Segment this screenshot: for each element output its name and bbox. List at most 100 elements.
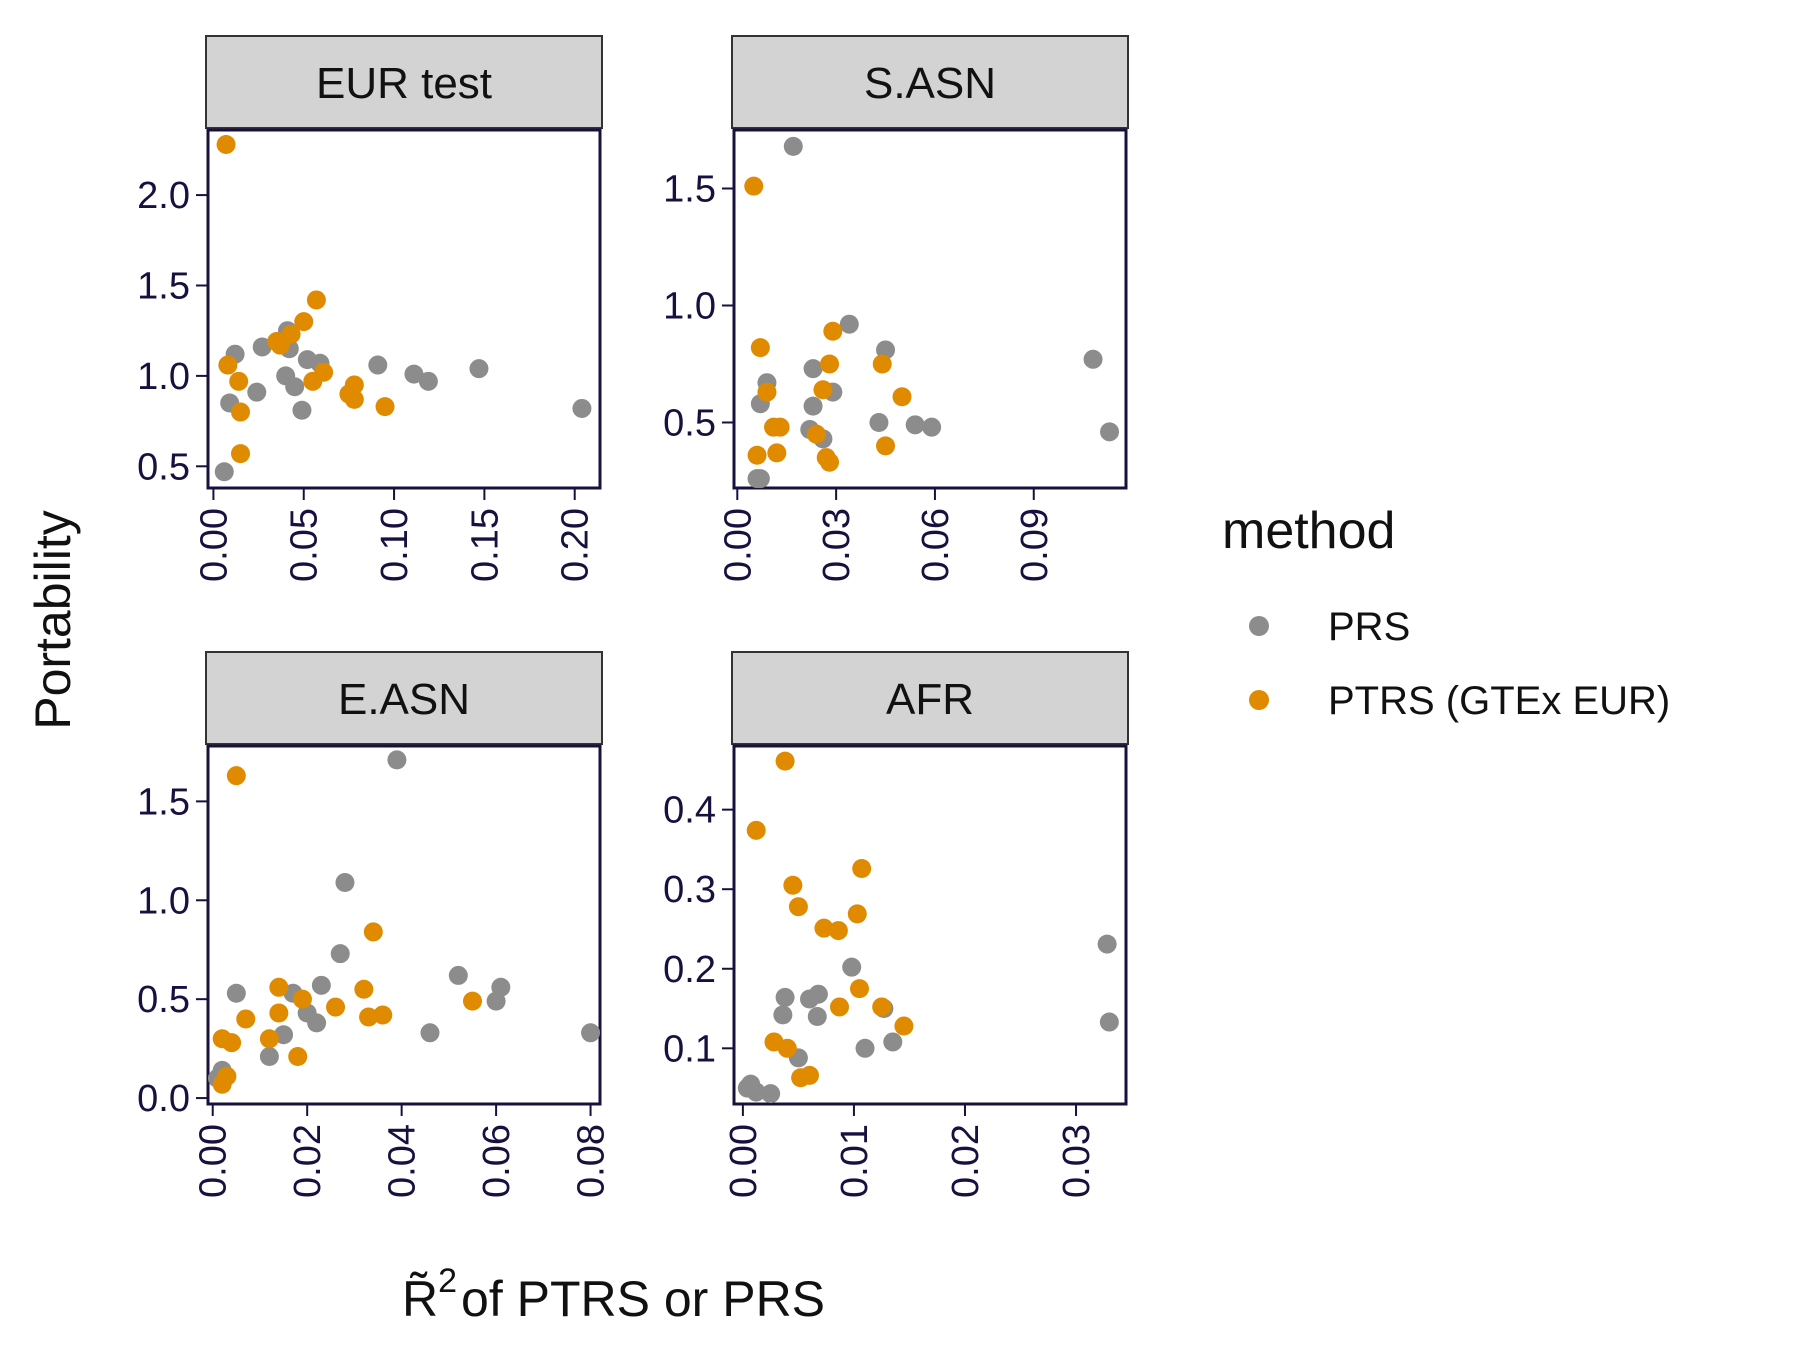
data-point-ptrs: [294, 312, 314, 332]
panel-strip: [731, 651, 1129, 745]
data-point-prs: [883, 1032, 903, 1052]
x-tick-label: 0.03: [816, 508, 858, 582]
data-point-ptrs: [894, 1016, 914, 1036]
data-point-ptrs: [767, 443, 787, 463]
data-point-prs: [905, 415, 925, 435]
data-point-ptrs: [783, 875, 803, 895]
x-axis-title-superscript: 2: [438, 1262, 457, 1300]
data-point-ptrs: [462, 991, 482, 1011]
data-point-ptrs: [222, 1033, 242, 1053]
data-point-prs: [1100, 422, 1120, 442]
data-point-ptrs: [823, 321, 843, 341]
data-point-prs: [469, 359, 489, 379]
y-tick-label: 1.5: [137, 781, 190, 823]
data-point-ptrs: [747, 445, 767, 465]
data-point-ptrs: [872, 354, 892, 374]
data-point-ptrs: [820, 452, 840, 472]
plot-area: [732, 128, 1128, 490]
data-point-ptrs: [770, 417, 790, 437]
data-point-prs: [335, 872, 355, 892]
data-point-ptrs: [231, 402, 251, 422]
data-point-ptrs: [259, 1029, 279, 1049]
data-point-ptrs: [231, 444, 251, 464]
data-point-ptrs: [314, 362, 334, 382]
data-point-prs: [773, 1005, 793, 1025]
data-point-ptrs: [849, 979, 869, 999]
data-point-ptrs: [892, 387, 912, 407]
data-point-ptrs: [218, 355, 238, 375]
data-point-ptrs: [814, 918, 834, 938]
data-point-ptrs: [288, 1047, 308, 1067]
data-point-prs: [252, 337, 272, 357]
data-point-prs: [368, 355, 388, 375]
data-point-prs: [808, 984, 828, 1004]
x-tick-label: 0.02: [287, 1124, 329, 1198]
y-tick-label: 1.0: [137, 880, 190, 922]
data-point-ptrs: [750, 338, 770, 358]
data-point-prs: [420, 1023, 440, 1043]
data-point-ptrs: [852, 859, 872, 879]
data-point-prs: [581, 1023, 601, 1043]
data-point-prs: [572, 398, 592, 418]
panel-2: E.ASN 0.0 0.5 1.0 1.5 0.00 0.02 0.04 0.06 0.08: [137, 651, 613, 1198]
plot-area: [732, 744, 1128, 1106]
plot-area: [206, 128, 602, 490]
data-point-ptrs: [847, 904, 867, 924]
data-point-ptrs: [344, 389, 364, 409]
x-tick-label: 0.02: [945, 1124, 987, 1198]
data-point-ptrs: [217, 1066, 237, 1086]
panel-0: EUR test 0.5 1.0 1.5 2.0 0.00 0.05 0.10 0.15 0.20: [137, 35, 603, 582]
data-point-ptrs: [806, 424, 826, 444]
x-tick-label: 0.15: [464, 508, 506, 582]
x-axis-title: R̃2of PTRS or PRS: [402, 1262, 825, 1327]
x-axis-title-symbol: R̃: [402, 1271, 438, 1327]
y-tick-label: 1.5: [663, 168, 716, 210]
data-point-ptrs: [226, 766, 246, 786]
data-point-prs: [214, 462, 234, 482]
data-point-ptrs: [269, 977, 289, 997]
data-point-ptrs: [344, 375, 364, 395]
x-tick-label: 0.03: [1056, 1124, 1098, 1198]
data-point-prs: [311, 975, 331, 995]
y-tick-label: 0.3: [663, 869, 716, 911]
y-tick-label: 0.4: [663, 790, 716, 832]
panel-title: AFR: [886, 675, 974, 724]
data-point-ptrs: [363, 922, 383, 942]
panel-strip: [731, 35, 1129, 129]
data-point-ptrs: [828, 921, 848, 941]
data-point-ptrs: [757, 382, 777, 402]
panel-title: E.ASN: [338, 675, 470, 724]
data-point-ptrs: [746, 820, 766, 840]
panel-strip: [205, 35, 603, 129]
x-tick-label: 0.01: [834, 1124, 876, 1198]
data-point-prs: [226, 983, 246, 1003]
legend-label-ptrs: PTRS (GTEx EUR): [1328, 679, 1670, 723]
data-point-prs: [842, 957, 862, 977]
y-axis-title: Portability: [25, 510, 81, 730]
data-point-ptrs: [292, 989, 312, 1009]
x-tick-label: 0.10: [374, 508, 416, 582]
data-point-prs: [750, 469, 770, 489]
x-tick-label: 0.06: [476, 1124, 518, 1198]
data-point-prs: [746, 1082, 766, 1102]
data-point-ptrs: [872, 997, 892, 1017]
data-point-prs: [448, 965, 468, 985]
legend-key-ptrs: [1249, 690, 1269, 710]
x-tick-label: 0.09: [1014, 508, 1056, 582]
plot-area: [206, 744, 602, 1106]
data-point-prs: [491, 977, 511, 997]
data-point-ptrs: [236, 1009, 256, 1029]
y-tick-label: 1.5: [137, 265, 190, 307]
data-point-prs: [247, 382, 267, 402]
data-point-prs: [869, 412, 889, 432]
data-point-ptrs: [354, 979, 374, 999]
x-tick-label: 0.06: [915, 508, 957, 582]
data-point-prs: [1097, 934, 1117, 954]
data-point-ptrs: [269, 1003, 289, 1023]
y-tick-label: 0.0: [137, 1078, 190, 1120]
data-point-ptrs: [744, 176, 764, 196]
data-point-ptrs: [373, 1005, 393, 1025]
data-point-ptrs: [800, 1065, 820, 1085]
panel-strip: [205, 651, 603, 745]
